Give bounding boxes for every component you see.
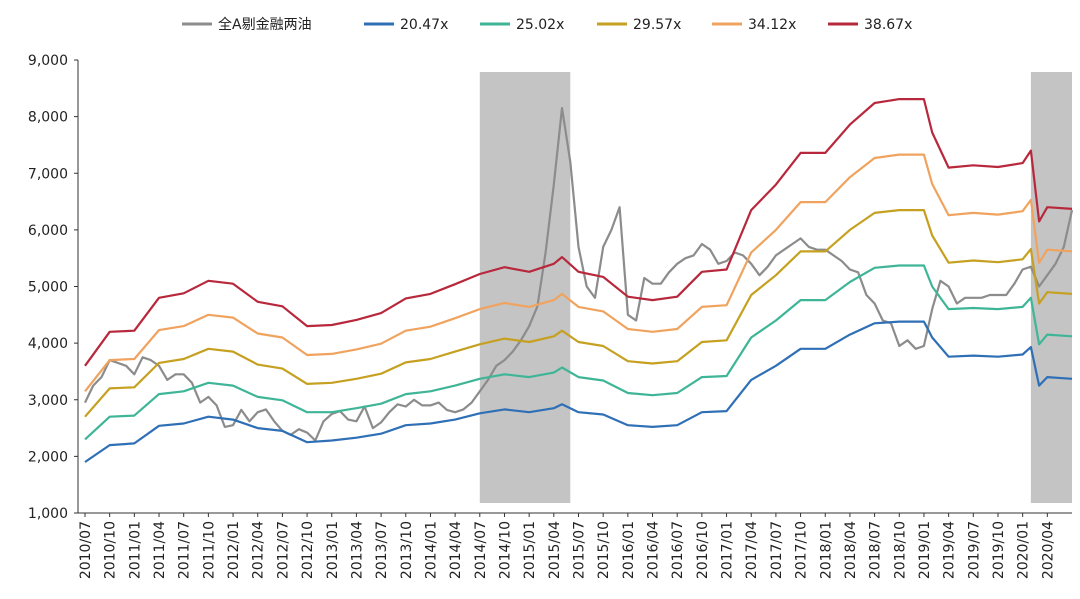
series-lines [84,98,1074,463]
x-tick-label: 2018/07 [868,521,884,579]
x-tick-label: 2017/07 [769,521,785,579]
x-tick-label: 2015/04 [547,521,563,579]
x-tick-label: 2015/10 [596,521,612,579]
y-tick-label: 6,000 [28,223,68,239]
x-tick-label: 2011/10 [201,521,217,579]
x-tick-label: 2018/01 [818,521,834,579]
series-line-0 [84,107,1074,442]
x-tick-label: 2018/04 [843,521,859,579]
x-tick-label: 2012/07 [275,521,291,579]
x-tick-label: 2012/01 [226,521,242,579]
y-tick-label: 9,000 [28,53,68,69]
series-line-3 [84,209,1073,418]
y-tick-label: 8,000 [28,110,68,126]
x-tick-label: 2013/07 [374,521,390,579]
series-line-2 [84,264,1073,441]
x-tick-label: 2019/04 [942,521,958,579]
x-tick-label: 2010/07 [78,521,94,579]
shaded-periods [479,72,1072,503]
x-tick-label: 2017/04 [744,521,760,579]
y-tick-label: 4,000 [28,336,68,352]
y-tick-label: 2,000 [28,449,68,465]
x-tick-label: 2012/04 [251,521,267,579]
x-tick-label: 2013/10 [399,521,415,579]
x-tick-label: 2014/01 [423,521,439,579]
x-tick-label: 2015/07 [572,521,588,579]
legend-label: 29.57x [633,17,681,33]
shaded-period [479,72,571,503]
x-tick-label: 2019/10 [991,521,1007,579]
legend-label: 34.12x [748,17,796,33]
x-tick-label: 2017/01 [720,521,736,579]
x-tick-label: 2016/10 [695,521,711,579]
x-tick-label: 2018/10 [892,521,908,579]
legend-label: 25.02x [516,17,564,33]
y-tick-label: 3,000 [28,393,68,409]
legend-label: 38.67x [864,17,912,33]
y-tick-label: 7,000 [28,166,68,182]
y-tick-label: 5,000 [28,280,68,296]
series-line-1 [84,320,1073,463]
x-tick-label: 2017/10 [794,521,810,579]
x-tick-label: 2013/04 [349,521,365,579]
x-tick-label: 2011/04 [152,521,168,579]
x-tick-label: 2013/01 [325,521,341,579]
x-tick-label: 2019/07 [966,521,982,579]
axes: 1,000 2,000 3,000 4,000 5,000 6,000 7,000 8,000… [28,53,1072,579]
x-tick-label: 2016/07 [670,521,686,579]
x-tick-label: 2010/10 [103,521,119,579]
legend-label: 20.47x [400,17,448,33]
x-tick-label: 2020/04 [1040,521,1056,579]
x-tick-label: 2016/01 [621,521,637,579]
y-tick-label: 1,000 [28,506,68,522]
x-tick-label: 2014/07 [473,521,489,579]
series-line-5 [84,98,1073,367]
x-tick-label: 2016/04 [646,521,662,579]
x-tick-label: 2011/07 [177,521,193,579]
x-tick-label: 2014/10 [497,521,513,579]
x-tick-label: 2011/01 [127,521,143,579]
legend: 全A剔金融两油 20.47x 25.02x 29.57x 34.12x 38.67x [182,16,912,33]
x-tick-label: 2019/01 [917,521,933,579]
x-tick-label: 2014/04 [448,521,464,579]
legend-label: 全A剔金融两油 [218,16,312,33]
x-tick-label: 2012/10 [300,521,316,579]
x-tick-label: 2020/01 [1016,521,1032,579]
series-line-4 [84,153,1073,392]
x-tick-label: 2015/01 [522,521,538,579]
